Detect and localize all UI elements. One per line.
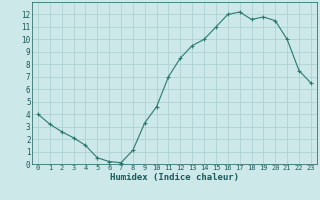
X-axis label: Humidex (Indice chaleur): Humidex (Indice chaleur) xyxy=(110,173,239,182)
